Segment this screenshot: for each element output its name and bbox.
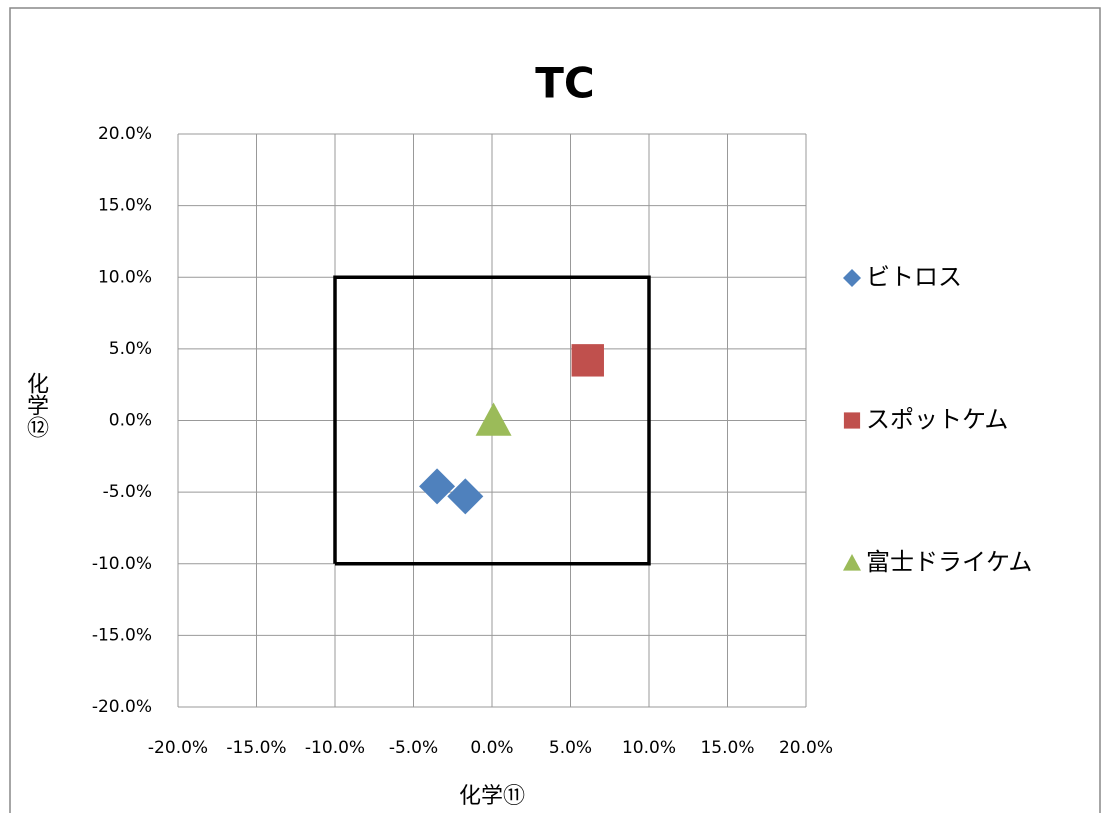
legend-marker	[843, 412, 861, 429]
chart-frame	[9, 7, 1101, 813]
y-tick-label: 5.0%	[109, 339, 152, 359]
chart-title: TC	[535, 59, 594, 108]
legend-label: スポットケム	[866, 406, 1008, 434]
x-tick-label: -10.0%	[305, 738, 365, 758]
x-tick-label: -15.0%	[226, 738, 286, 758]
point	[447, 478, 484, 515]
y-axis-label: 化学⑫	[23, 372, 48, 438]
x-tick-label: 5.0%	[549, 738, 592, 758]
y-tick-label: -20.0%	[92, 697, 152, 717]
outline-box	[333, 275, 651, 566]
x-axis-label: 化学⑪	[459, 784, 525, 809]
y-tick-label: -5.0%	[103, 482, 152, 502]
y-tick-label: 10.0%	[98, 267, 152, 287]
y-tick-label: 20.0%	[98, 124, 152, 144]
legend-label: 富士ドライケム	[866, 548, 1032, 576]
y-tick-label: 0.0%	[109, 411, 152, 431]
y-tick-label: -15.0%	[92, 625, 152, 645]
point	[475, 402, 512, 436]
y-tick-label: -10.0%	[92, 554, 152, 574]
legend-marker	[843, 269, 861, 287]
x-tick-label: -5.0%	[389, 738, 438, 758]
x-tick-label: 0.0%	[470, 738, 513, 758]
legend-label: ビトロス	[866, 263, 962, 291]
x-tick-label: 10.0%	[622, 738, 676, 758]
x-tick-label: -20.0%	[148, 738, 208, 758]
legend-marker	[843, 554, 861, 571]
point	[419, 468, 456, 505]
point	[571, 344, 604, 377]
x-tick-label: 20.0%	[779, 738, 833, 758]
y-tick-label: 15.0%	[98, 196, 152, 216]
x-tick-label: 15.0%	[700, 738, 754, 758]
